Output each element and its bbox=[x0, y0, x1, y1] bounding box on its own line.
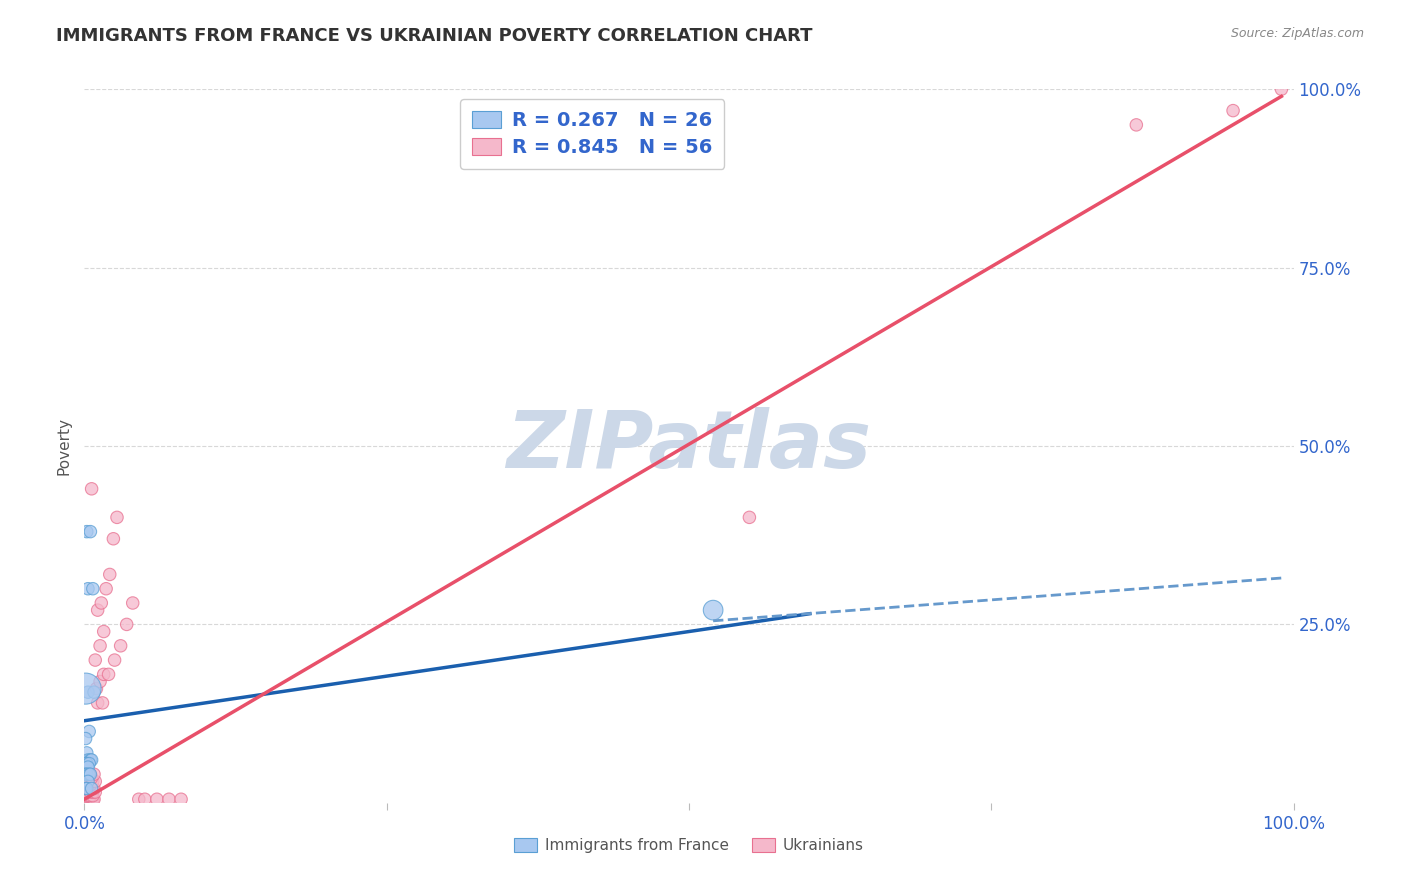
Point bbox=[94, 582, 117, 596]
Point bbox=[77, 753, 100, 767]
Point bbox=[103, 532, 125, 546]
Point bbox=[1222, 103, 1244, 118]
Point bbox=[82, 785, 104, 799]
Point bbox=[86, 603, 108, 617]
Point bbox=[77, 767, 100, 781]
Point bbox=[702, 603, 724, 617]
Point bbox=[157, 792, 180, 806]
Point bbox=[86, 681, 108, 696]
Point bbox=[76, 792, 98, 806]
Point bbox=[80, 482, 103, 496]
Point bbox=[80, 781, 103, 796]
Point bbox=[76, 524, 98, 539]
Point bbox=[128, 792, 150, 806]
Point bbox=[83, 781, 105, 796]
Point bbox=[77, 582, 100, 596]
Point bbox=[104, 653, 127, 667]
Point bbox=[134, 792, 156, 806]
Point bbox=[80, 792, 103, 806]
Point bbox=[97, 667, 120, 681]
Point bbox=[93, 624, 115, 639]
Point bbox=[77, 760, 100, 774]
Point bbox=[80, 753, 103, 767]
Point bbox=[738, 510, 761, 524]
Point bbox=[75, 767, 97, 781]
Point bbox=[76, 781, 98, 796]
Point bbox=[77, 724, 100, 739]
Point bbox=[98, 567, 121, 582]
Point bbox=[86, 696, 108, 710]
Point bbox=[83, 685, 105, 699]
Point bbox=[80, 781, 103, 796]
Point bbox=[82, 789, 104, 803]
Legend: Immigrants from France, Ukrainians: Immigrants from France, Ukrainians bbox=[509, 832, 869, 859]
Point bbox=[90, 596, 112, 610]
Point bbox=[79, 785, 101, 799]
Point bbox=[75, 781, 97, 796]
Point bbox=[89, 674, 111, 689]
Point bbox=[110, 639, 132, 653]
Point bbox=[77, 774, 100, 789]
Point bbox=[76, 767, 98, 781]
Point bbox=[76, 746, 98, 760]
Point bbox=[82, 792, 104, 806]
Point bbox=[89, 639, 111, 653]
Point bbox=[79, 767, 101, 781]
Point bbox=[79, 792, 101, 806]
Point bbox=[77, 767, 100, 781]
Point bbox=[121, 596, 143, 610]
Point bbox=[84, 774, 107, 789]
Point bbox=[79, 524, 101, 539]
Point bbox=[77, 756, 100, 771]
Point bbox=[146, 792, 169, 806]
Point bbox=[75, 681, 97, 696]
Point bbox=[75, 731, 97, 746]
Point bbox=[75, 756, 97, 771]
Point bbox=[115, 617, 138, 632]
Text: IMMIGRANTS FROM FRANCE VS UKRAINIAN POVERTY CORRELATION CHART: IMMIGRANTS FROM FRANCE VS UKRAINIAN POVE… bbox=[56, 27, 813, 45]
Point bbox=[83, 767, 105, 781]
Point bbox=[77, 685, 100, 699]
Point bbox=[77, 781, 100, 796]
Point bbox=[170, 792, 193, 806]
Point bbox=[93, 667, 115, 681]
Point bbox=[84, 785, 107, 799]
Y-axis label: Poverty: Poverty bbox=[56, 417, 72, 475]
Point bbox=[80, 771, 103, 785]
Point bbox=[75, 792, 97, 806]
Point bbox=[77, 778, 100, 792]
Point bbox=[105, 510, 128, 524]
Point bbox=[82, 582, 104, 596]
Text: ZIPatlas: ZIPatlas bbox=[506, 407, 872, 485]
Point bbox=[1125, 118, 1147, 132]
Point bbox=[79, 789, 101, 803]
Point bbox=[77, 792, 100, 806]
Point bbox=[84, 653, 107, 667]
Point bbox=[79, 767, 101, 781]
Point bbox=[77, 774, 100, 789]
Point bbox=[1270, 82, 1292, 96]
Point bbox=[76, 785, 98, 799]
Point bbox=[82, 774, 104, 789]
Point bbox=[79, 778, 101, 792]
Point bbox=[76, 756, 98, 771]
Point bbox=[83, 792, 105, 806]
Point bbox=[79, 753, 101, 767]
Point bbox=[77, 789, 100, 803]
Point bbox=[77, 792, 100, 806]
Text: Source: ZipAtlas.com: Source: ZipAtlas.com bbox=[1230, 27, 1364, 40]
Point bbox=[91, 696, 114, 710]
